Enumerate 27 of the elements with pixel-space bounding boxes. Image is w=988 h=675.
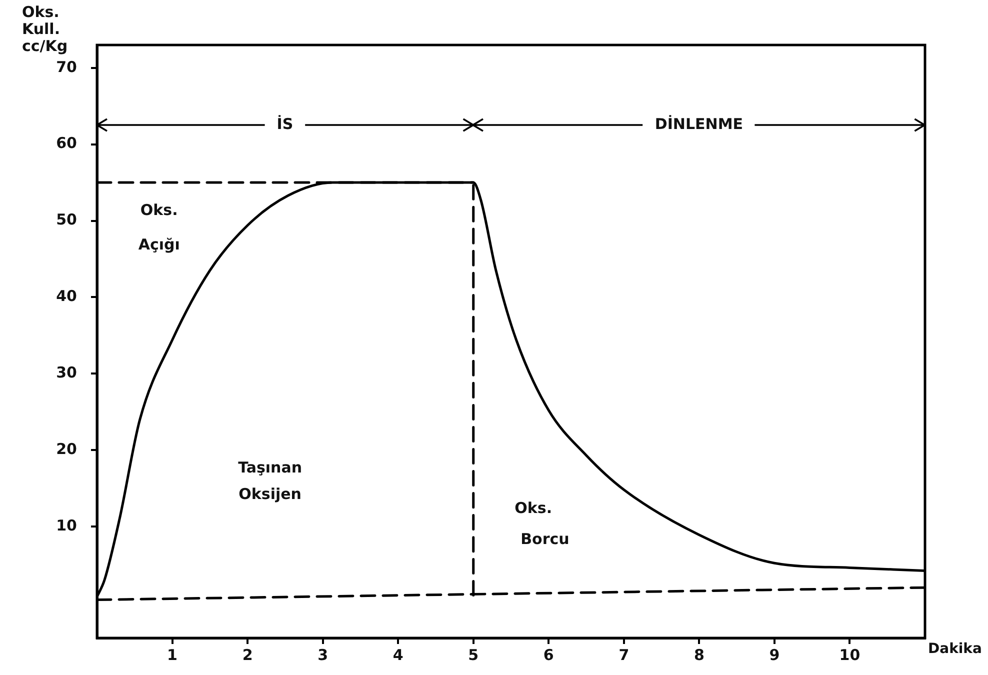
x-tick-label: 4 — [392, 646, 404, 664]
y-tick-label: 60 — [56, 134, 77, 152]
x-tick-label: 7 — [618, 646, 630, 664]
annotation: DİNLENME — [654, 114, 744, 133]
x-tick-label: 10 — [839, 646, 860, 664]
annotation: Açığı — [138, 235, 180, 254]
x-axis-title: Dakika — [928, 641, 982, 657]
x-tick-label: 2 — [242, 646, 253, 664]
annotation: Oks. — [140, 200, 178, 219]
x-tick-label: 9 — [769, 646, 780, 664]
y-axis-title: Oks. Kull. cc/Kg — [22, 3, 69, 55]
annotation: Taşınan — [238, 458, 302, 476]
y-tick-label: 50 — [56, 210, 77, 229]
annotation: Borcu — [520, 530, 570, 548]
y-tick-label: 70 — [56, 58, 77, 76]
annotation: İS — [276, 114, 294, 133]
y-tick-label: 30 — [56, 363, 77, 382]
x-tick-label: 8 — [694, 646, 704, 664]
y-tick-label: 20 — [56, 440, 77, 458]
y-tick-label: 10 — [56, 516, 77, 534]
annotation: Oks. — [514, 499, 552, 518]
x-tick-label: 3 — [318, 646, 328, 664]
x-tick-label: 6 — [543, 646, 554, 664]
x-tick-label: 1 — [167, 646, 178, 664]
y-tick-label: 40 — [56, 287, 77, 306]
annotation: Oksijen — [238, 484, 302, 503]
x-tick-label: 5 — [468, 646, 479, 664]
